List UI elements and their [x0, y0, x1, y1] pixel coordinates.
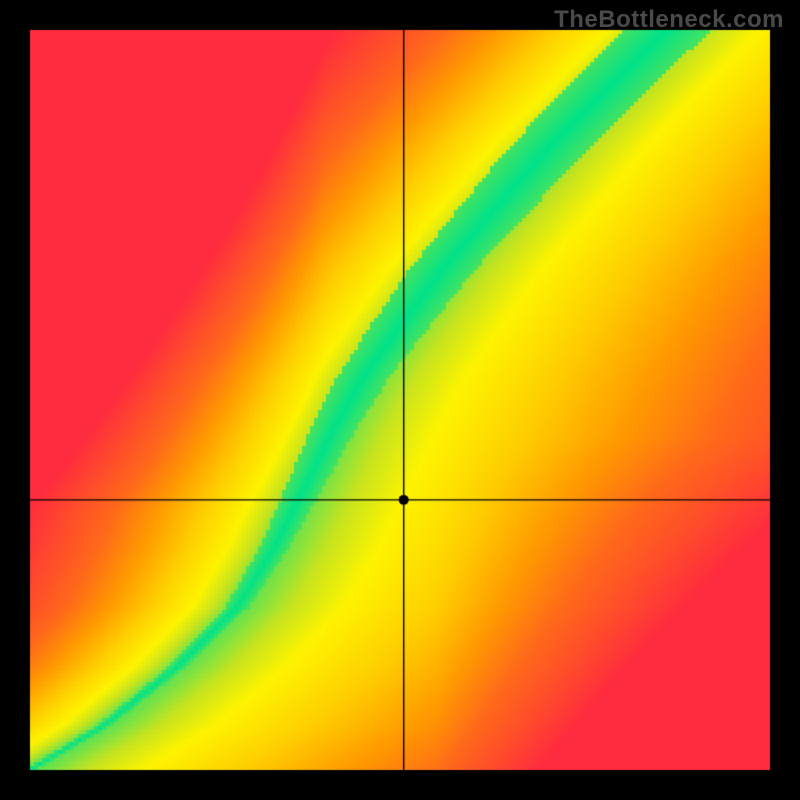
watermark-text: TheBottleneck.com: [554, 6, 784, 34]
heatmap-canvas: [0, 0, 800, 800]
chart-container: TheBottleneck.com: [0, 0, 800, 800]
